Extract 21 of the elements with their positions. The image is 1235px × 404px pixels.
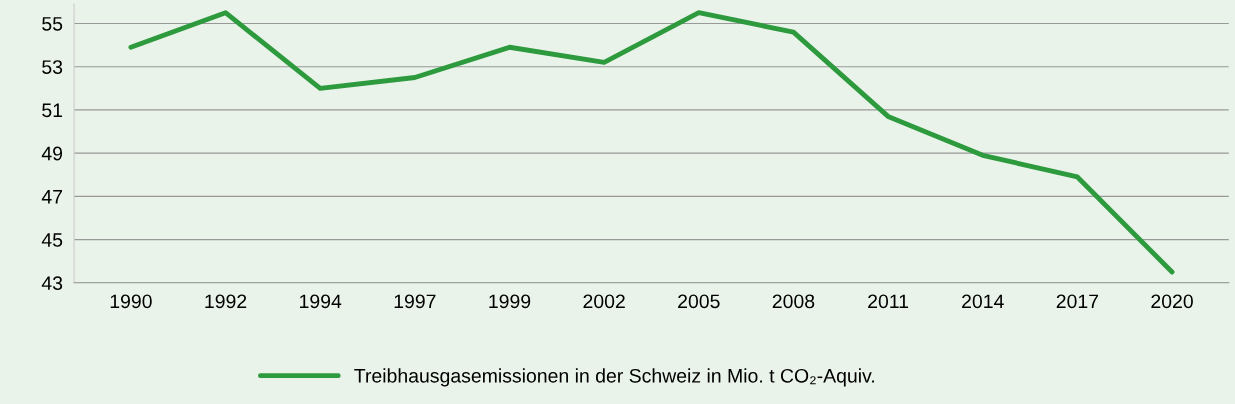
y-tick-label: 49	[41, 146, 63, 161]
x-tick-label: 1990	[110, 294, 152, 309]
y-tick-label: 55	[42, 17, 63, 31]
x-tick-label: 2020	[1151, 294, 1193, 309]
y-tick-label: 47	[41, 190, 63, 204]
x-tick-label: 2014	[962, 294, 1004, 309]
legend-label: Treibhausgasemissionen in der Schweiz in Mio. t CO₂-Aquiv.	[354, 368, 874, 387]
line-series	[128, 10, 1175, 275]
y-tick-label: 53	[42, 60, 63, 74]
x-tick-label: 2002	[583, 294, 625, 309]
x-tick-label: 1994	[300, 294, 342, 309]
x-tick-label: 2011	[868, 294, 909, 309]
x-tick-label: 2005	[678, 294, 720, 309]
y-tick-label: 43	[41, 276, 63, 291]
y-tick-label: 51	[42, 103, 63, 118]
x-tick-label: 1997	[394, 294, 436, 309]
y-tick-label: 45	[41, 233, 63, 247]
x-tick-label: 2017	[1056, 294, 1099, 309]
x-tick-label: 1999	[489, 294, 531, 309]
x-tick-label: 1992	[205, 294, 247, 309]
x-tick-label: 2008	[772, 294, 815, 309]
